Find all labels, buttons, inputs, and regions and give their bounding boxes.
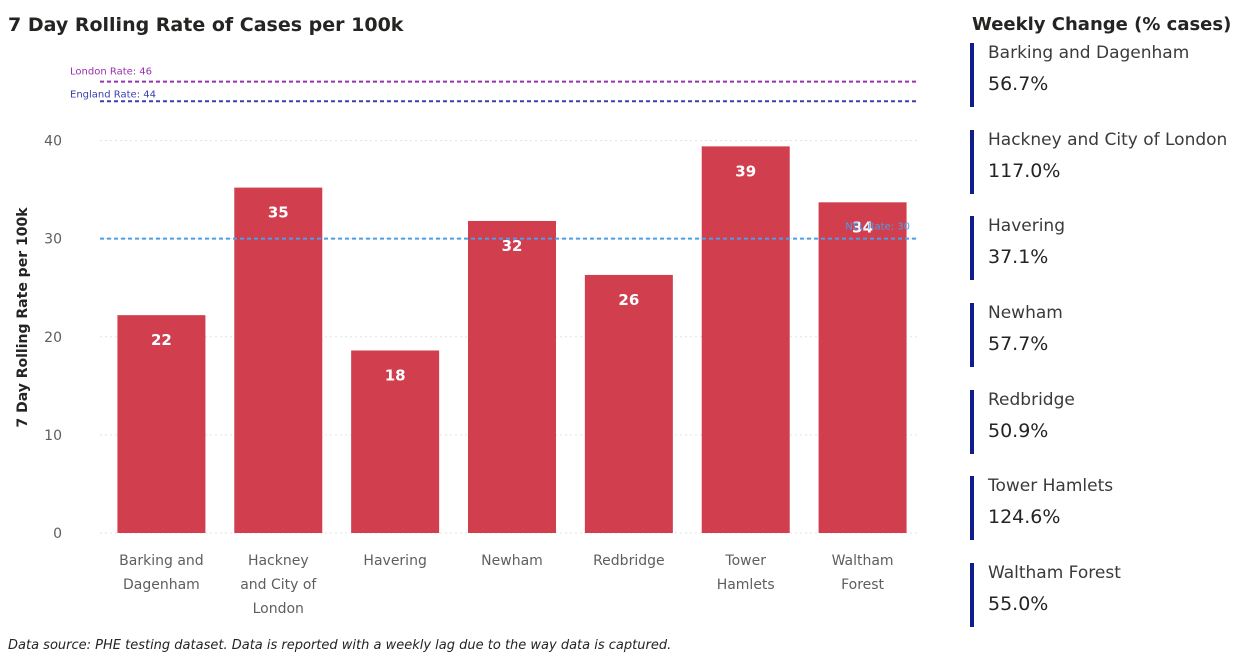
- bar: [351, 350, 440, 533]
- bar-data-label: 22: [151, 331, 172, 349]
- bar: [117, 315, 206, 533]
- reference-line-label: England Rate: 44: [70, 89, 156, 100]
- y-tick-label: 10: [44, 428, 62, 444]
- weekly-change-panel: Weekly Change (% cases) Barking and Dage…: [970, 0, 1251, 657]
- bar-data-label: 26: [618, 291, 639, 309]
- bar-data-label: 18: [385, 366, 406, 384]
- reference-line-label: NEL Rate: 30: [845, 222, 910, 233]
- x-tick-label: Barking and: [119, 553, 204, 569]
- y-tick-label: 40: [44, 134, 62, 150]
- card-value: 124.6%: [988, 506, 1061, 528]
- card-value: 37.1%: [988, 246, 1049, 268]
- x-tick-label: Forest: [841, 577, 884, 593]
- weekly-change-card: Havering 37.1%: [970, 216, 1251, 280]
- bar: [584, 274, 673, 533]
- bar-data-label: 35: [268, 204, 289, 222]
- x-tick-label: Hamlets: [717, 577, 775, 593]
- card-value: 50.9%: [988, 420, 1049, 442]
- card-label: Havering: [988, 216, 1065, 236]
- x-tick-label: Newham: [481, 553, 543, 569]
- reference-line-label: London Rate: 46: [70, 67, 152, 78]
- weekly-change-card: Hackney and City of London 117.0%: [970, 130, 1251, 194]
- data-source-footnote: Data source: PHE testing dataset. Data i…: [8, 638, 672, 653]
- card-label: Hackney and City of London: [988, 130, 1228, 150]
- x-tick-label: Tower: [724, 553, 766, 569]
- bar: [701, 146, 790, 533]
- bar-chart: 0 10 20 30 40 7 Day Rolling Rate per 100k 22 Ba…: [15, 67, 918, 617]
- bar-data-label: 39: [735, 162, 756, 180]
- bar: [234, 187, 323, 533]
- chart-title: 7 Day Rolling Rate of Cases per 100k: [8, 14, 404, 36]
- bar-data-label: 34: [852, 218, 873, 236]
- weekly-change-card: Redbridge 50.9%: [970, 390, 1251, 454]
- y-axis-title: 7 Day Rolling Rate per 100k: [15, 207, 31, 428]
- weekly-change-title: Weekly Change (% cases): [972, 14, 1232, 35]
- card-label: Barking and Dagenham: [988, 43, 1190, 63]
- weekly-change-card: Tower Hamlets 124.6%: [970, 476, 1251, 540]
- card-label: Redbridge: [988, 390, 1075, 410]
- x-tick-label: Redbridge: [593, 553, 665, 569]
- bar-data-label: 32: [502, 237, 523, 255]
- x-tick-label: Hackney: [248, 553, 309, 569]
- x-tick-label: and City of: [240, 577, 317, 593]
- card-value: 55.0%: [988, 593, 1049, 615]
- x-tick-label: Waltham: [832, 553, 894, 569]
- bar: [818, 202, 907, 533]
- weekly-change-card: Newham 57.7%: [970, 303, 1251, 367]
- card-label: Tower Hamlets: [988, 476, 1114, 496]
- bar: [468, 220, 556, 533]
- y-tick-label: 20: [44, 330, 62, 346]
- x-tick-label: London: [253, 601, 304, 617]
- card-value: 117.0%: [988, 160, 1061, 182]
- card-label: Newham: [988, 303, 1063, 323]
- y-tick-label: 0: [53, 526, 62, 542]
- weekly-change-card: Barking and Dagenham 56.7%: [970, 43, 1251, 107]
- y-tick-label: 30: [44, 232, 62, 248]
- weekly-change-card: Waltham Forest 55.0%: [970, 563, 1251, 627]
- x-tick-label: Dagenham: [123, 577, 200, 593]
- x-tick-label: Havering: [363, 553, 426, 569]
- card-label: Waltham Forest: [988, 563, 1121, 583]
- card-value: 57.7%: [988, 333, 1049, 355]
- card-value: 56.7%: [988, 73, 1049, 95]
